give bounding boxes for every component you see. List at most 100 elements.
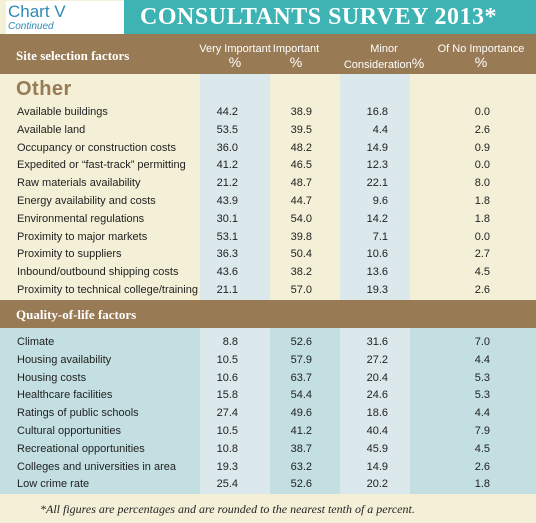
value-cell: 57.0 <box>290 284 312 296</box>
no-importance-label: Of No Importance <box>437 43 525 55</box>
factor-label: Proximity to suppliers <box>17 248 122 261</box>
factor-label: Available buildings <box>17 106 108 118</box>
value-cell: 9.6 <box>372 195 388 207</box>
value-cell: 41.2 <box>216 159 238 172</box>
value-cell: 50.4 <box>290 248 312 261</box>
value-cell: 49.6 <box>290 407 312 420</box>
table-row: Proximity to major markets 53.1 39.8 7.1 0.0 <box>0 229 536 247</box>
very-important-column-highlight <box>200 328 270 494</box>
value-cell: 8.0 <box>474 177 490 190</box>
value-cell: 44.2 <box>216 106 238 118</box>
table-row: Inbound/outbound shipping costs 43.6 38.2 1… <box>0 264 536 282</box>
value-cell: 21.1 <box>216 284 238 296</box>
value-cell: 7.0 <box>474 336 490 348</box>
value-cell: 44.7 <box>290 195 312 207</box>
factor-column-header: Site selection factors <box>16 48 130 63</box>
value-cell: 25.4 <box>216 478 238 491</box>
value-cell: 21.2 <box>216 177 238 190</box>
value-cell: 2.6 <box>474 284 490 296</box>
value-cell: 8.8 <box>222 336 238 348</box>
table-row: Raw materials availability 21.2 48.7 22.1 8.… <box>0 175 536 193</box>
value-cell: 38.2 <box>290 266 312 279</box>
table-row: Expedited or “fast-track” permitting 41.2… <box>0 157 536 175</box>
value-cell: 48.2 <box>290 141 312 154</box>
value-cell: 52.6 <box>290 336 312 348</box>
value-cell: 0.9 <box>474 141 490 154</box>
value-cell: 63.2 <box>290 460 312 473</box>
value-cell: 54.0 <box>290 212 312 225</box>
percent-sign: % <box>411 55 425 71</box>
value-cell: 14.9 <box>366 141 388 154</box>
value-cell: 10.8 <box>216 442 238 455</box>
qol-section-heading: Quality-of-life factors <box>16 307 137 322</box>
footnote: *All figures are percentages and are rou… <box>40 502 415 516</box>
table-row: Available buildings 44.2 38.9 16.8 0.0 <box>0 104 536 122</box>
value-cell: 7.9 <box>474 425 490 437</box>
value-cell: 38.9 <box>290 106 312 118</box>
factor-label: Available land <box>17 123 86 136</box>
value-cell: 53.1 <box>216 230 238 243</box>
value-cell: 36.0 <box>216 141 238 154</box>
table-row: Low crime rate 25.4 52.6 20.2 1.8 <box>0 476 536 494</box>
value-cell: 40.4 <box>366 425 388 437</box>
factor-label: Climate <box>17 336 55 348</box>
survey-banner: CONSULTANTS SURVEY 2013* <box>124 0 536 34</box>
minor-label: Minor Consideration <box>343 43 412 71</box>
value-cell: 14.9 <box>366 460 388 473</box>
value-cell: 39.8 <box>290 230 312 243</box>
very-important-header: Very Important % <box>192 43 278 69</box>
table-row: Proximity to suppliers 36.3 50.4 10.6 2.7 <box>0 246 536 264</box>
value-cell: 45.9 <box>366 442 388 455</box>
value-cell: 2.6 <box>474 123 490 136</box>
factor-label: Raw materials availability <box>17 177 141 190</box>
factor-label: Expedited or “fast-track” permitting <box>17 159 186 172</box>
value-cell: 1.8 <box>474 212 490 225</box>
percent-sign: % <box>474 54 488 70</box>
minor-column-highlight <box>340 74 410 300</box>
value-cell: 4.4 <box>372 123 388 136</box>
value-cell: 27.2 <box>366 353 388 366</box>
value-cell: 48.7 <box>290 177 312 190</box>
table-row: Healthcare facilities 15.8 54.4 24.6 5.3 <box>0 387 536 405</box>
value-cell: 52.6 <box>290 478 312 491</box>
value-cell: 5.3 <box>474 389 490 402</box>
value-cell: 4.5 <box>474 442 490 455</box>
value-cell: 10.5 <box>216 425 238 437</box>
continued-label: Continued <box>8 21 54 32</box>
value-cell: 10.5 <box>216 353 238 366</box>
chart-label-box: Chart V Continued <box>6 1 124 34</box>
value-cell: 41.2 <box>290 425 312 437</box>
value-cell: 10.6 <box>366 248 388 261</box>
table-row: Energy availability and costs 43.9 44.7 9.6… <box>0 193 536 211</box>
value-cell: 2.6 <box>474 460 490 473</box>
value-cell: 53.5 <box>216 123 238 136</box>
value-cell: 31.6 <box>366 336 388 348</box>
value-cell: 38.7 <box>290 442 312 455</box>
value-cell: 30.1 <box>216 212 238 225</box>
table-row: Housing costs 10.6 63.7 20.4 5.3 <box>0 370 536 388</box>
value-cell: 2.7 <box>474 248 490 261</box>
value-cell: 0.0 <box>474 230 490 243</box>
factor-label: Occupancy or construction costs <box>17 141 176 154</box>
value-cell: 4.4 <box>474 353 490 366</box>
value-cell: 24.6 <box>366 389 388 402</box>
factor-label: Proximity to major markets <box>17 230 148 243</box>
value-cell: 27.4 <box>216 407 238 420</box>
value-cell: 13.6 <box>366 266 388 279</box>
factor-label: Energy availability and costs <box>17 195 156 207</box>
factor-label: Cultural opportunities <box>17 425 121 437</box>
factor-label: Low crime rate <box>17 478 90 491</box>
important-label: Important <box>272 43 320 55</box>
table-row: Cultural opportunities 10.5 41.2 40.4 7.9 <box>0 423 536 441</box>
minor-header: Minor Consideration% <box>343 43 425 71</box>
no-importance-header: Of No Importance % <box>436 43 526 69</box>
minor-column-highlight <box>340 328 410 494</box>
factor-label: Proximity to technical college/training <box>17 284 198 296</box>
value-cell: 39.5 <box>290 123 312 136</box>
table-row: Available land 53.5 39.5 4.4 2.6 <box>0 122 536 140</box>
table-row: Proximity to technical college/training 2… <box>0 282 536 300</box>
other-section-heading: Other <box>16 78 72 100</box>
factor-label: Environmental regulations <box>17 212 145 225</box>
value-cell: 20.2 <box>366 478 388 491</box>
table-row: Recreational opportunities 10.8 38.7 45.9 4.… <box>0 441 536 459</box>
